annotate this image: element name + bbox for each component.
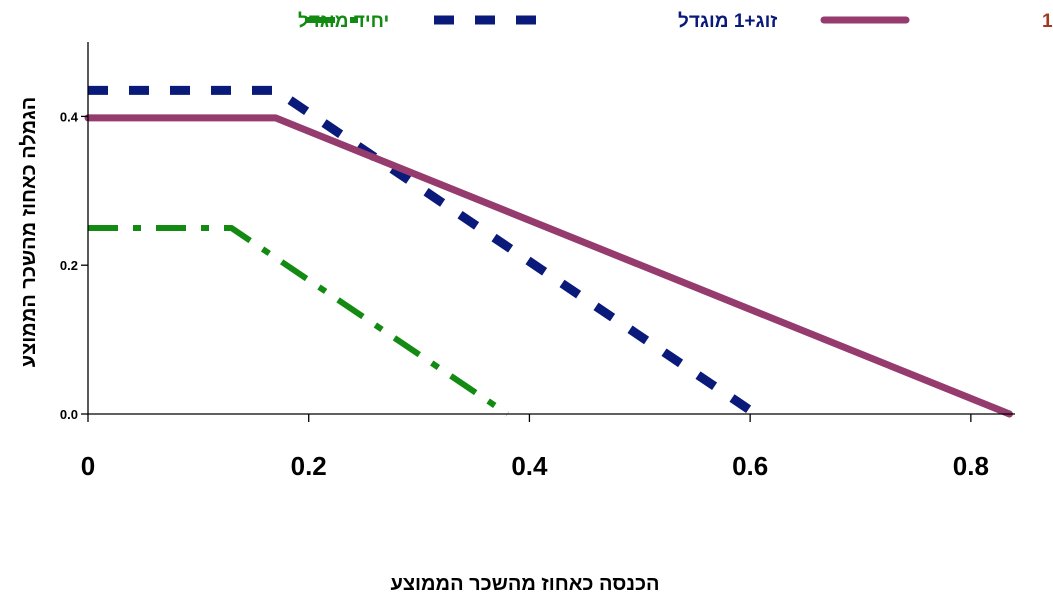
y-axis-title: הגמלה כאחוז מהשכר הממוצע [18,97,40,368]
x-tick-label: 0.6 [732,451,768,481]
x-tick-label: 0 [81,451,95,481]
y-tick-label: 0.0 [60,407,78,422]
legend-label-3: חד הורית+1 [1042,11,1053,32]
legend-label-1: יחיד מוגדל [298,11,389,32]
x-tick-label: 0.2 [291,451,327,481]
y-tick-label: 0.2 [60,258,78,273]
legend: יחיד מוגדל זוג+1 מוגדל חד הורית+1 [298,11,1053,32]
axes: 0 0.2 0.4 0.6 0.8 0.0 0.2 0.4 [60,42,1015,481]
series-line-2 [88,85,759,418]
x-tick-label: 0.8 [953,451,989,481]
series-line-1 [88,225,510,417]
legend-label-2: זוג+1 מוגדל [678,11,777,32]
plot-area [84,85,1013,418]
x-tick-label: 0.4 [511,451,548,481]
series-line-3 [84,114,1013,418]
x-axis-title: הכנסה כאחוז מהשכר הממוצע [390,573,659,595]
y-tick-label: 0.4 [60,109,79,124]
